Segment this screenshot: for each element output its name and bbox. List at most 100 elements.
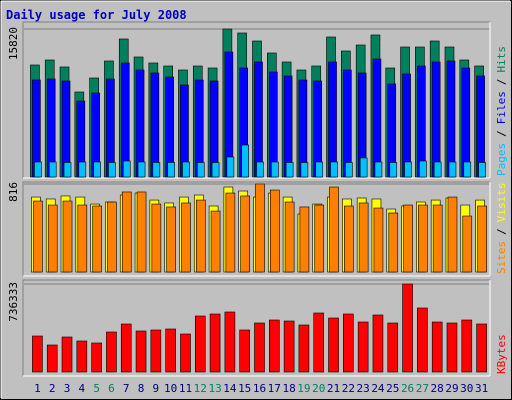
bar (374, 161, 383, 178)
bar (271, 161, 279, 178)
bar (463, 161, 472, 178)
legend-entry: Files (495, 91, 508, 124)
bar (211, 162, 220, 178)
bar (285, 162, 294, 178)
bar (448, 161, 457, 178)
x-tick-label: 12 (194, 382, 207, 395)
bar (77, 204, 88, 273)
bar (46, 344, 58, 373)
x-tick-label: 3 (64, 382, 71, 395)
bar (476, 75, 485, 178)
x-tick-label: 25 (386, 382, 399, 395)
bar (403, 204, 413, 273)
x-tick-label: 24 (371, 382, 385, 395)
bar (446, 322, 458, 373)
bar (135, 330, 147, 373)
bar (150, 329, 162, 373)
bar (152, 162, 161, 178)
x-tick-label: 2 (49, 382, 56, 395)
bar (166, 206, 176, 273)
x-tick-label: 19 (297, 382, 310, 395)
bar (283, 320, 295, 373)
bar (239, 329, 250, 373)
bar (372, 58, 382, 178)
bar (122, 160, 131, 178)
bar (283, 75, 293, 178)
bar (300, 162, 309, 178)
bar (418, 204, 428, 273)
bar (226, 156, 235, 178)
bar (241, 144, 249, 178)
x-tick-label: 20 (312, 382, 325, 395)
bar (32, 335, 43, 373)
x-tick-label: 11 (179, 382, 192, 395)
legend: KBytes (495, 334, 508, 374)
bar (137, 161, 146, 178)
bar (33, 200, 43, 273)
bar (329, 186, 339, 273)
bar (315, 161, 324, 178)
legend-separator: / (495, 130, 508, 137)
legend-separator: / (495, 79, 508, 86)
bar (108, 162, 116, 178)
legend-entry: Sites (495, 241, 508, 274)
bar (328, 317, 339, 373)
bar (343, 69, 352, 178)
bar (462, 215, 473, 273)
bar (402, 73, 411, 178)
bar (254, 322, 265, 373)
x-tick-label: 14 (223, 382, 237, 395)
bar (461, 319, 473, 373)
bar (256, 161, 264, 178)
legend-entry: Visits (495, 183, 508, 223)
bar (180, 333, 191, 373)
x-tick-label: 30 (460, 382, 473, 395)
bar (210, 210, 221, 273)
bar (165, 76, 174, 178)
bar (194, 315, 206, 373)
bar (478, 162, 486, 178)
bar (195, 199, 206, 273)
bar (433, 161, 442, 178)
bar (432, 204, 443, 273)
bar (388, 212, 399, 273)
bar (150, 72, 160, 178)
bar (107, 201, 117, 273)
bar (447, 196, 458, 273)
bar (476, 323, 487, 373)
bar (446, 60, 456, 178)
bar (431, 321, 443, 373)
x-tick-label: 17 (268, 382, 281, 395)
x-tick-label: 16 (253, 382, 266, 395)
x-tick-label: 22 (342, 382, 355, 395)
bar (313, 312, 325, 373)
x-tick-label: 9 (153, 382, 160, 395)
bar (121, 191, 132, 273)
bar (48, 161, 57, 178)
bar (389, 162, 398, 178)
bar (328, 61, 337, 178)
x-tick-label: 18 (282, 382, 295, 395)
x-tick-label: 23 (357, 382, 370, 395)
chart-title: Daily usage for July 2008 (6, 8, 187, 22)
bar (34, 161, 42, 178)
bar (224, 311, 236, 373)
bar (47, 204, 58, 273)
x-tick-label: 7 (123, 382, 130, 395)
x-tick-label: 26 (401, 382, 414, 395)
bar (120, 62, 130, 178)
x-tick-label: 10 (164, 382, 177, 395)
bar (417, 307, 428, 373)
bar (209, 313, 221, 373)
bar (359, 157, 368, 178)
x-tick-label: 5 (93, 382, 100, 395)
bar (358, 202, 369, 273)
x-tick-label: 8 (138, 382, 145, 395)
bar (165, 328, 176, 373)
bar (225, 192, 236, 273)
bar (402, 283, 413, 373)
bar (299, 206, 310, 273)
x-tick-label: 4 (79, 382, 86, 395)
x-tick-label: 28 (431, 382, 444, 395)
bar (330, 161, 338, 178)
